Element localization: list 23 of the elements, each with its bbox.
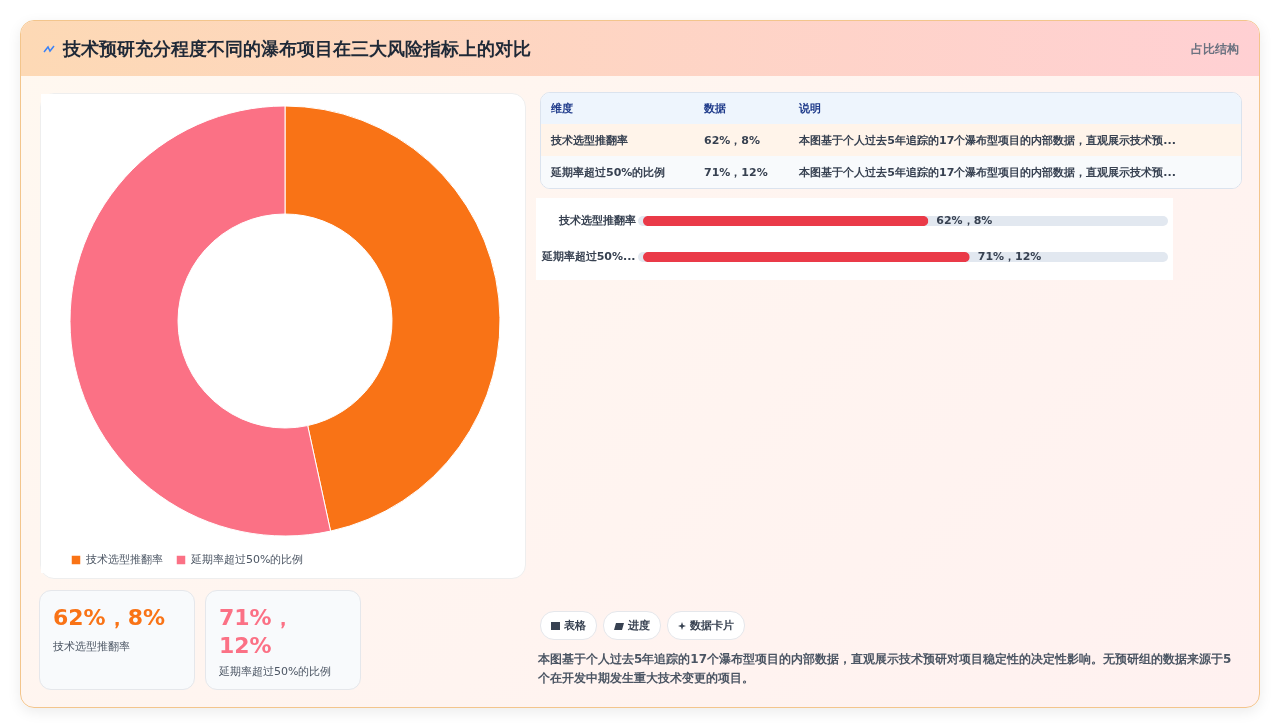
text: 技术预研充分程度不同的瀑布项目在三大风险指标上的对比 — [63, 37, 531, 61]
text: 表格 — [564, 618, 586, 633]
text: 技术选型推翻率 — [53, 639, 131, 654]
text: 进度 — [628, 618, 650, 633]
text: 占比结构 — [1191, 41, 1239, 58]
text: 延期率超过50%的比例 — [219, 664, 333, 679]
data-label: 62%，8% — [936, 214, 993, 227]
legend-label: 延期率超过50%的比例 — [190, 553, 304, 566]
category-label: 技术选型推翻率 — [558, 214, 636, 227]
data-label: 71%，12% — [977, 250, 1042, 263]
category-label: 延期率超过50%... — [541, 250, 636, 263]
text: 本图基于个人过去5年追踪的17个瀑布型项目的内部数据，直观展示技术预研对项目稳定性的决定性影响。无预研组的数据来源于5个在开发中期发生重大技术变更的项目。 — [538, 651, 1233, 687]
text: 本图基于个人过去5年追踪的17个瀑布型项目的内部数据，直观展示技术预... — [798, 164, 1177, 181]
text: 数据卡片 — [690, 618, 734, 633]
text: 71%，12% — [703, 164, 769, 181]
text: 技术选型推翻率 — [550, 132, 629, 149]
text: 71%，12% — [219, 604, 295, 658]
text: 本图基于个人过去5年追踪的17个瀑布型项目的内部数据，直观展示技术预... — [798, 132, 1177, 149]
text: 62%，8% — [703, 132, 762, 149]
table-header-row: 维度 数据 说明 — [541, 93, 1241, 124]
text: 延期率超过50%的比例 — [549, 164, 667, 181]
legend-label: 技术选型推翻率 — [85, 553, 163, 566]
text: 62%，8% — [53, 604, 166, 632]
